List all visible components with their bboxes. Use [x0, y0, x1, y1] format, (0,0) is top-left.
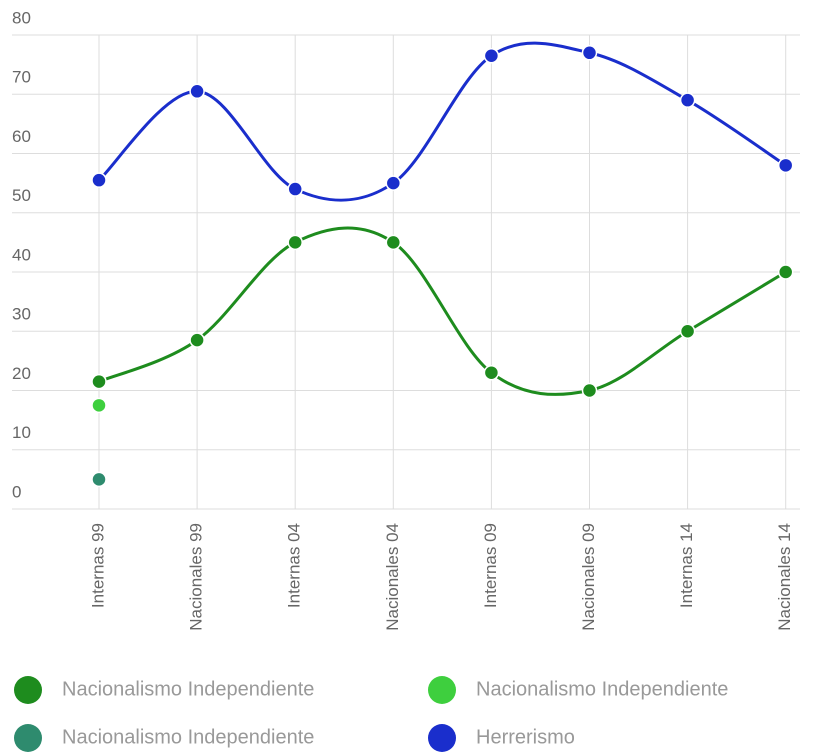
data-point: [581, 45, 598, 61]
data-point: [385, 175, 402, 191]
legend-label: Nacionalismo Independiente: [476, 678, 728, 700]
y-tick-label: 70: [12, 68, 31, 87]
x-tick-label: Nacionales 09: [579, 523, 598, 631]
data-point: [189, 332, 205, 348]
data-point: [679, 92, 696, 108]
legend-swatch: [428, 676, 456, 704]
x-tick-label: Internas 09: [481, 523, 500, 608]
y-tick-label: 80: [12, 8, 31, 27]
legend-swatch: [14, 724, 42, 752]
x-tick-label: Internas 14: [677, 523, 696, 608]
y-tick-label: 0: [12, 482, 21, 501]
y-tick-label: 40: [12, 245, 31, 264]
y-tick-label: 20: [12, 364, 31, 383]
x-tick-label: Nacionales 14: [775, 523, 794, 631]
data-point: [189, 83, 205, 100]
data-point: [777, 264, 794, 280]
data-point: [581, 382, 598, 399]
x-tick-label: Internas 99: [88, 523, 107, 608]
y-tick-label: 60: [12, 127, 31, 146]
x-tick-label: Nacionales 99: [187, 523, 206, 631]
series-line: [98, 226, 787, 396]
x-tick-label: Nacionales 04: [383, 523, 402, 631]
data-point: [483, 364, 500, 381]
legend-label: Herrerismo: [476, 726, 575, 748]
series-line: [97, 41, 787, 202]
data-point: [385, 234, 402, 251]
y-tick-label: 30: [12, 305, 31, 324]
data-point: [777, 157, 794, 174]
legend-label: Nacionalismo Independiente: [62, 678, 314, 700]
data-point: [91, 471, 107, 488]
x-tick-label: Internas 04: [285, 523, 304, 608]
data-point: [679, 323, 696, 339]
data-point: [91, 172, 107, 188]
data-point: [287, 234, 303, 251]
legend-swatch: [14, 676, 42, 704]
data-point: [483, 47, 500, 64]
legend-label: Nacionalismo Independiente: [62, 726, 314, 748]
data-point: [91, 373, 107, 390]
y-tick-label: 10: [12, 423, 31, 442]
data-point: [287, 181, 303, 197]
legend-swatch: [428, 724, 456, 752]
data-point: [91, 397, 107, 414]
y-tick-label: 50: [12, 186, 31, 205]
